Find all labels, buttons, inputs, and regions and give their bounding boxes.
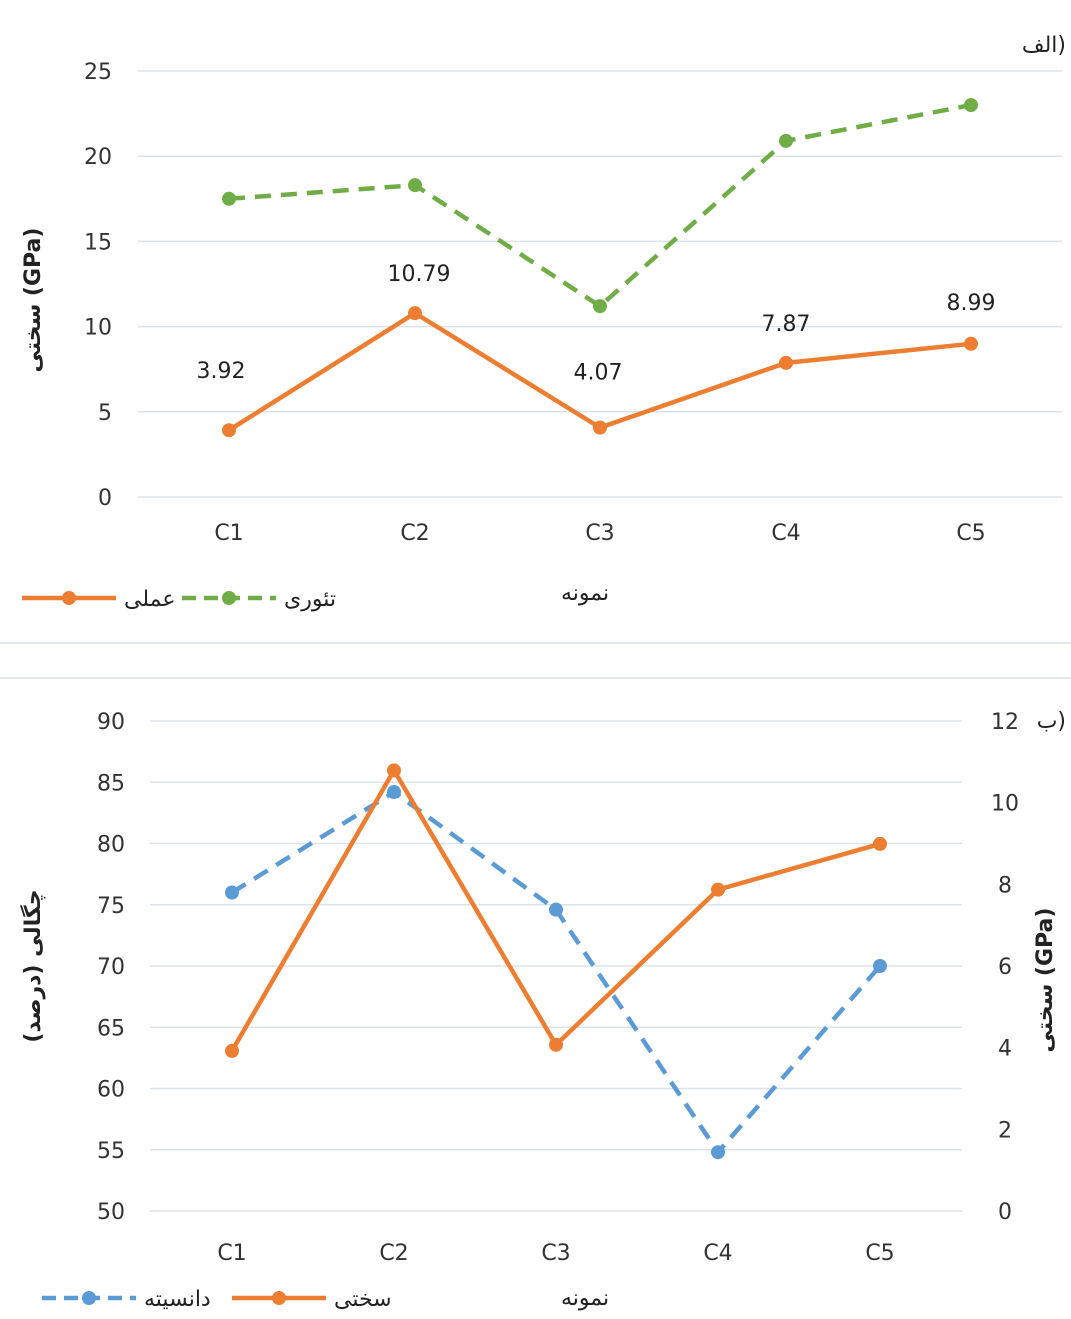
panel-b-right-tick: 6 — [998, 955, 1012, 980]
panel-b-right-tick: 0 — [998, 1200, 1012, 1225]
panel-b-data-point — [225, 885, 239, 900]
panel-a-y-tick: 10 — [84, 316, 112, 341]
panel-a-data-point — [222, 191, 236, 206]
panel-a-data-point — [779, 133, 793, 148]
panel-a-data-label: 3.92 — [197, 359, 246, 384]
panel-a-x-tick: C2 — [400, 521, 429, 546]
panel-a-series-line — [228, 102, 972, 309]
panel-a-data-label: 7.87 — [762, 312, 811, 337]
panel-b-left-tick: 55 — [97, 1139, 125, 1164]
panel-a-data-point — [222, 423, 236, 438]
panel-b-legend-marker — [82, 1291, 96, 1305]
panel-a-data-point — [964, 98, 978, 113]
panel-b-x-tick: C2 — [379, 1241, 408, 1266]
panel-b-data-point — [225, 1043, 239, 1058]
panel-b-legend-label: دانسیته — [144, 1287, 211, 1312]
panel-b-right-tick: 12 — [991, 710, 1019, 735]
panel-a-data-point — [964, 336, 978, 351]
panel-a-y-tick: 25 — [84, 60, 112, 85]
panel-a-y-tick: 15 — [84, 230, 112, 255]
panel-b-x-title: نمونه — [561, 1286, 609, 1311]
panel-b-left-tick: 90 — [97, 710, 125, 735]
panel-b-data-point — [873, 959, 887, 973]
panel-b-data-point — [711, 1145, 725, 1160]
panel-a-data-point — [779, 355, 793, 370]
panel-b-data-point — [387, 763, 401, 778]
panel-b-left-y-title: چگالی (درصد) — [19, 889, 46, 1042]
panel-b-data-point — [387, 785, 401, 800]
panel-b-right-tick: 10 — [991, 792, 1019, 817]
panel-a-data-label: 8.99 — [947, 291, 996, 316]
panel-b-data-point — [873, 836, 887, 851]
panel-a-legend-label: تئوری — [284, 587, 336, 612]
panel-b-left-tick: 70 — [97, 955, 125, 980]
panel-b-right-tick: 4 — [998, 1037, 1012, 1062]
panel-a-x-tick: C3 — [585, 521, 614, 546]
panel-b-x-tick: C3 — [541, 1241, 570, 1266]
panel-b-data-point — [711, 882, 725, 897]
panel-b-left-tick: 75 — [97, 894, 125, 919]
panel-a-data-point — [593, 299, 607, 314]
panel-a-label: الف) — [1022, 33, 1066, 58]
panel-b-x-tick: C1 — [217, 1241, 246, 1266]
panel-b-right-tick: 8 — [998, 873, 1012, 898]
panel-a-legend-label: عملی — [124, 587, 175, 612]
panel-a-data-point — [408, 178, 422, 193]
panel-b-left-tick: 50 — [97, 1200, 125, 1225]
panel-b-legend-label: سختی — [334, 1287, 392, 1312]
panel-a-x-title: نمونه — [561, 581, 609, 606]
panel-a-legend-marker — [222, 591, 236, 605]
panel-a-data-point — [593, 420, 607, 435]
panel-b-right-y-title: سختی (GPa) — [1033, 908, 1058, 1053]
panel-b-left-tick: 65 — [97, 1016, 125, 1041]
panel-b-right-tick: 2 — [998, 1118, 1012, 1143]
panel-a-y-tick: 5 — [98, 401, 112, 426]
panel-b-data-point — [549, 902, 563, 917]
panel-b-left-tick: 85 — [97, 771, 125, 796]
panel-b-x-tick: C4 — [703, 1241, 732, 1266]
panel-a-data-point — [408, 306, 422, 321]
panel-b-legend-marker — [272, 1291, 286, 1305]
panel-b-data-point — [549, 1037, 563, 1052]
panel-a-legend-marker — [62, 591, 76, 605]
panel-b-label: ب) — [1037, 709, 1066, 734]
panel-a-data-label: 10.79 — [388, 262, 451, 287]
panel-b-left-tick: 60 — [97, 1078, 125, 1103]
panel-b-left-tick: 80 — [97, 833, 125, 858]
panel-b-series-line — [230, 789, 882, 1155]
panel-a-y-tick: 0 — [98, 486, 112, 511]
panel-a-y-tick: 20 — [84, 145, 112, 170]
panel-a-x-tick: C4 — [771, 521, 800, 546]
panel-b-x-tick: C5 — [865, 1241, 894, 1266]
panel-a-data-label: 4.07 — [574, 361, 623, 386]
panel-a-y-title: سختی (GPa) — [21, 228, 46, 373]
panel-a-x-tick: C1 — [214, 521, 243, 546]
panel-a-x-tick: C5 — [956, 521, 985, 546]
